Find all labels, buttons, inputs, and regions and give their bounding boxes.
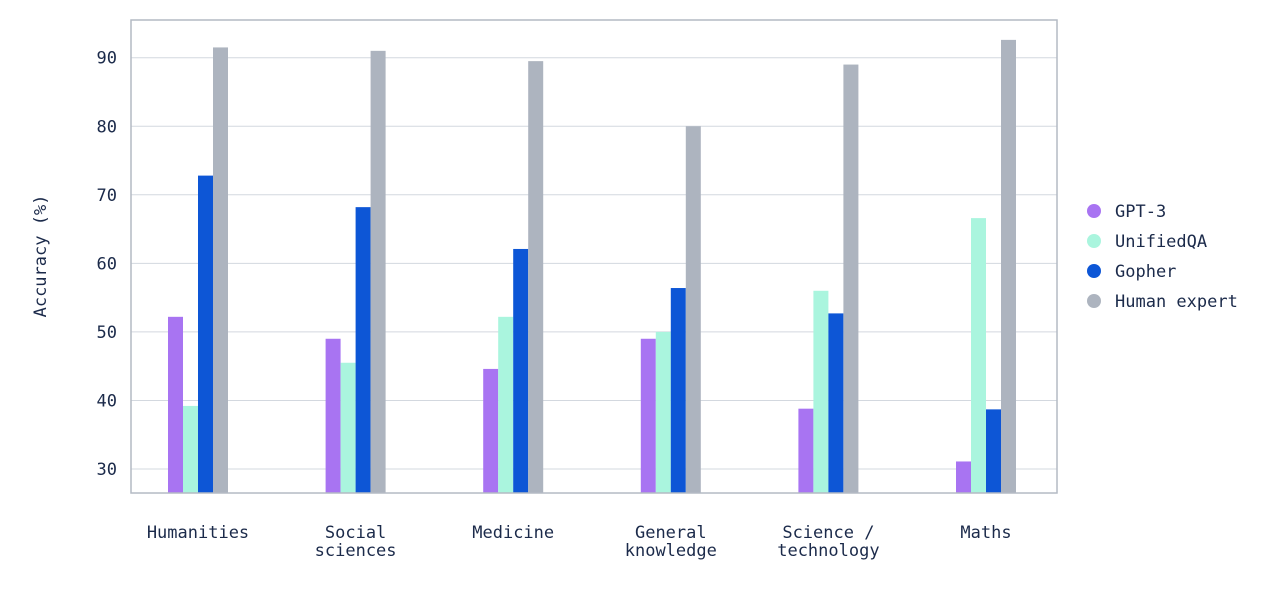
bar-human-expert (685, 126, 701, 493)
bar-gopher (513, 248, 529, 493)
bar-gpt-3 (483, 368, 499, 493)
bar-gopher (198, 175, 213, 493)
bar-human-expert (843, 64, 859, 493)
bar-gopher (828, 313, 844, 493)
y-tick-label: 70 (97, 186, 117, 206)
legend-label: UnifiedQA (1115, 232, 1207, 252)
x-category-label: sciences (315, 541, 397, 561)
bar-unifiedqa (340, 362, 356, 493)
bar-unifiedqa (655, 331, 671, 493)
y-tick-label: 50 (97, 323, 117, 343)
y-tick-label: 90 (97, 49, 117, 69)
bar-gpt-3 (168, 316, 183, 493)
x-category-label: General (635, 523, 707, 543)
x-category-label: Humanities (147, 523, 249, 543)
bar-gpt-3 (325, 338, 341, 493)
bar-gopher (670, 288, 686, 493)
legend-label: Gopher (1115, 262, 1176, 282)
y-tick-label: 30 (97, 460, 117, 480)
y-tick-labels: 30 40 50 60 70 80 90 (97, 49, 117, 480)
plot-frame (130, 19, 1058, 494)
bar-human-expert (528, 61, 544, 494)
bar-human-expert (370, 50, 386, 493)
x-category-label: Social (325, 523, 386, 543)
y-tick-label: 60 (97, 254, 117, 274)
legend-label: GPT-3 (1115, 202, 1166, 222)
bar-unifiedqa (183, 405, 198, 493)
legend-swatch (1087, 234, 1101, 248)
bar-unifiedqa (813, 290, 829, 493)
legend-swatch (1087, 204, 1101, 218)
bar-human-expert (1001, 39, 1016, 494)
bar-gopher (355, 207, 371, 493)
x-category-label: Science / (782, 523, 874, 543)
bar-unifiedqa (971, 218, 986, 494)
legend-swatch (1087, 294, 1101, 308)
bars (168, 39, 1016, 494)
bar-human-expert (213, 47, 228, 493)
legend: GPT-3 UnifiedQA Gopher Human expert (1087, 202, 1238, 312)
legend-label: Human expert (1115, 292, 1238, 312)
bar-unifiedqa (498, 316, 514, 493)
bar-gpt-3 (798, 408, 814, 493)
legend-swatch (1087, 264, 1101, 278)
y-axis-title: Accuracy (%) (31, 195, 51, 318)
grid-lines (131, 57, 1057, 470)
bar-gpt-3 (956, 461, 971, 493)
bar-gpt-3 (640, 338, 656, 493)
y-tick-label: 80 (97, 117, 117, 137)
x-category-label: Maths (960, 523, 1011, 543)
x-category-label: Medicine (472, 523, 554, 543)
y-tick-label: 40 (97, 391, 117, 411)
x-category-label: knowledge (625, 541, 717, 561)
bar-gopher (986, 409, 1001, 493)
x-category-label: technology (777, 541, 879, 561)
